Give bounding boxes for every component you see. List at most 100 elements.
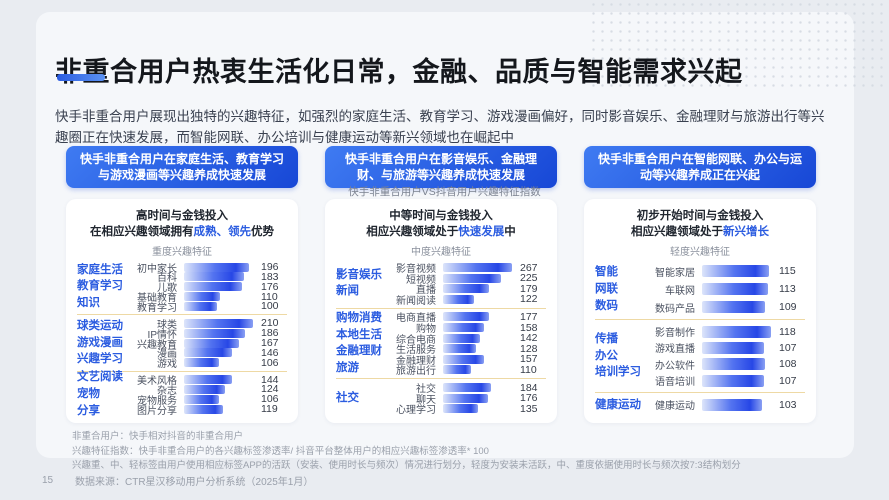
bar-value: 177 bbox=[520, 310, 538, 323]
bar-track bbox=[184, 348, 255, 358]
bar-fill bbox=[184, 292, 221, 302]
bar-row: 教育学习 100 bbox=[129, 300, 287, 314]
source-row: 15 数据来源：CTR星汉移动用户分析系统（2025年1月） bbox=[42, 473, 802, 488]
bar-category-label: 儿歌 bbox=[157, 283, 177, 295]
bar-category-label: 球类 bbox=[157, 319, 177, 331]
bar-fill bbox=[702, 374, 765, 387]
bar-row: IP情怀 186 bbox=[129, 327, 287, 341]
bar-fill bbox=[443, 333, 480, 343]
chart-sub-label: 中度兴趣特征 bbox=[411, 247, 471, 259]
bar-value: 135 bbox=[520, 402, 538, 415]
bar-fill bbox=[702, 325, 771, 338]
pill-smart-office: 快手非重合用户在智能网联、办公与运动等兴趣养成正在兴起 bbox=[584, 146, 816, 189]
group-label: 影音娱乐 新闻 bbox=[336, 268, 382, 298]
pill-media-finance: 快手非重合用户在影音娱乐、金融理财、与旅游等兴趣养成快速发展 bbox=[325, 146, 557, 189]
bar-row: 社交 184 bbox=[388, 382, 546, 396]
bar-category-label: 游戏直播 bbox=[655, 344, 695, 356]
bar-row: 旅游出行 110 bbox=[388, 364, 546, 378]
bar-fill bbox=[184, 328, 246, 338]
bar-fill bbox=[184, 318, 254, 328]
bar-category-label: 数码产品 bbox=[655, 303, 695, 315]
bar-fill bbox=[443, 294, 475, 304]
bar-fill bbox=[443, 284, 490, 294]
bar-track bbox=[443, 323, 514, 332]
bar-value: 210 bbox=[261, 317, 279, 330]
bar-track bbox=[184, 375, 255, 385]
bar-fill bbox=[443, 323, 484, 332]
bar-value: 107 bbox=[779, 341, 797, 354]
group-label: 智能 网联 数码 bbox=[595, 266, 618, 312]
chart-card-medium-interest: 中等时间与金钱投入 相应兴趣领域处于快速发展中 中度兴趣特征 影音娱乐 新闻 影音… bbox=[325, 199, 557, 423]
bar-value: 110 bbox=[261, 290, 278, 303]
bar-value: 109 bbox=[779, 301, 797, 314]
bar-fill bbox=[443, 354, 484, 364]
bar-row: 初中家长 196 bbox=[129, 261, 287, 275]
data-source-text: 数据来源：CTR星汉移动用户分析系统（2025年1月） bbox=[75, 477, 314, 488]
bar-track bbox=[184, 318, 255, 328]
bar-row: 金融理财 157 bbox=[388, 353, 546, 367]
footnotes-block: 非重合用户：快手相对抖音的非重合用户 兴趣特征指数：快手非重合用户的各兴趣标签渗… bbox=[72, 430, 812, 474]
bar-row: 短视频 225 bbox=[388, 272, 546, 286]
interest-group: 健康运动 健康运动 103 bbox=[595, 396, 805, 414]
bar-value: 106 bbox=[261, 356, 279, 369]
chart-header-line2: 相应兴趣领域处于快速发展中 bbox=[366, 226, 516, 239]
bar-category-label: 办公软件 bbox=[655, 360, 695, 372]
dot-pattern-decoration bbox=[589, 0, 889, 92]
bar-value: 196 bbox=[261, 261, 279, 274]
chart-header-line2: 相应兴趣领域处于新兴增长 bbox=[631, 226, 769, 239]
group-label: 传播 办公 培训学习 bbox=[595, 333, 641, 379]
bar-row: 球类 210 bbox=[129, 317, 287, 331]
bar-value: 158 bbox=[520, 321, 538, 334]
interest-group: 文艺阅读 宠物 分享 美术风格 144 杂志 124 宠物服务 106 图片分享 119 bbox=[77, 371, 287, 417]
group-label: 球类运动 游戏漫画 兴趣学习 bbox=[77, 320, 123, 366]
bar-fill bbox=[184, 272, 245, 282]
group-label: 家庭生活 教育学习 知识 bbox=[77, 263, 123, 310]
interest-group: 智能 网联 数码 智能家居 115 车联网 113 数码产品 109 bbox=[595, 262, 805, 316]
bar-category-label: 语音培训 bbox=[655, 377, 695, 389]
bar-row: 综合电商 142 bbox=[388, 332, 546, 346]
bar-value: 144 bbox=[261, 373, 279, 386]
chart-header-line1: 中等时间与金钱投入 bbox=[389, 210, 493, 222]
bar-row: 游戏直播 107 bbox=[647, 340, 805, 356]
group-rows: 初中家长 196 百科 183 儿歌 176 基础教育 110 教育学习 100 bbox=[129, 261, 287, 314]
group-rows: 智能家居 115 车联网 113 数码产品 109 bbox=[647, 262, 805, 316]
bar-track bbox=[184, 328, 255, 338]
bar-row: 杂志 124 bbox=[129, 383, 287, 397]
chart-card-header: 高时间与金钱投入 在相应兴趣领域拥有成熟、领先优势 bbox=[77, 208, 287, 240]
bar-track bbox=[443, 333, 514, 343]
bar-fill bbox=[184, 404, 224, 414]
bar-category-label: 宠物服务 bbox=[137, 395, 177, 407]
bar-row: 百科 183 bbox=[129, 271, 287, 285]
group-label: 文艺阅读 宠物 分享 bbox=[77, 371, 123, 417]
chart-index-caption: 快手非重合用户VS抖音用户兴趣特征指数 bbox=[348, 186, 541, 198]
bar-fill bbox=[443, 365, 472, 375]
bar-row: 数码产品 109 bbox=[647, 298, 805, 316]
bar-category-label: 教育学习 bbox=[137, 302, 177, 314]
bar-value: 108 bbox=[779, 358, 797, 371]
bar-track bbox=[702, 341, 773, 354]
group-label: 社交 bbox=[336, 391, 359, 404]
bar-value: 267 bbox=[520, 261, 538, 274]
chart-card-light-interest: 初步开始时间与金钱投入 相应兴趣领域处于新兴增长 轻度兴趣特征 智能 网联 数码… bbox=[584, 199, 816, 423]
bar-track bbox=[702, 325, 773, 338]
bar-value: 113 bbox=[779, 283, 796, 296]
subtitle-paragraph: 快手非重合用户展现出独特的兴趣特征，如强烈的家庭生活、教育学习、游戏漫画偏好，同… bbox=[55, 108, 825, 146]
bar-category-label: 聊天 bbox=[416, 394, 436, 406]
bar-value: 118 bbox=[779, 325, 796, 338]
bar-row: 兴趣教育 167 bbox=[129, 337, 287, 351]
bar-track bbox=[443, 354, 514, 364]
bar-row: 宠物服务 106 bbox=[129, 393, 287, 407]
bar-row: 健康运动 103 bbox=[647, 396, 805, 414]
bar-category-label: 旅游出行 bbox=[396, 366, 436, 378]
group-rows: 影音视频 267 短视频 225 直播 179 新闻阅读 122 bbox=[388, 261, 546, 307]
bar-row: 影音视频 267 bbox=[388, 261, 546, 276]
bar-value: 128 bbox=[520, 342, 538, 355]
bar-track bbox=[443, 344, 514, 354]
bar-row: 生活服务 128 bbox=[388, 342, 546, 357]
bar-row: 游戏 106 bbox=[129, 356, 287, 371]
bar-fill bbox=[184, 301, 218, 311]
bar-value: 107 bbox=[779, 374, 797, 387]
bar-value: 122 bbox=[520, 293, 538, 306]
chart-sub-label: 重度兴趣特征 bbox=[152, 247, 212, 259]
bar-value: 225 bbox=[520, 272, 538, 285]
